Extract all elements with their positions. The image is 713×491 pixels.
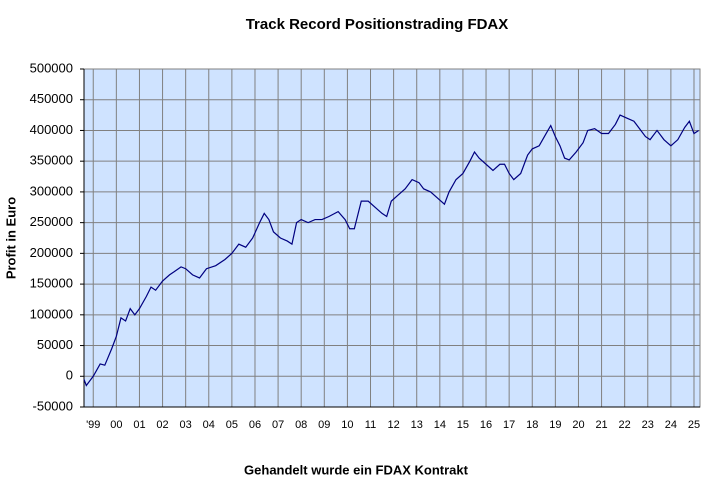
x-tick-label: 21	[595, 419, 607, 431]
y-tick-label: 0	[66, 368, 73, 383]
y-tick-label: 100000	[30, 306, 73, 321]
x-tick-label: 04	[203, 419, 215, 431]
x-tick-label: 12	[387, 419, 399, 431]
x-tick-label: 18	[526, 419, 538, 431]
x-tick-label: 06	[249, 419, 261, 431]
y-tick-label: 400000	[30, 122, 73, 137]
y-tick-label: 250000	[30, 214, 73, 229]
x-tick-label: 20	[572, 419, 584, 431]
x-tick-label: 01	[133, 419, 145, 431]
y-tick-label: -50000	[33, 398, 73, 413]
x-tick-label: 00	[110, 419, 122, 431]
x-tick-label: 15	[457, 419, 469, 431]
x-tick-label: 14	[434, 419, 446, 431]
x-axis-label: Gehandelt wurde ein FDAX Kontrakt	[244, 462, 469, 477]
x-tick-label: 23	[642, 419, 654, 431]
x-tick-label: 10	[341, 419, 353, 431]
x-tick-label: 07	[272, 419, 284, 431]
y-tick-label: 350000	[30, 153, 73, 168]
x-tick-label: 24	[665, 419, 677, 431]
y-tick-label: 500000	[30, 60, 73, 75]
x-tick-label: 25	[688, 419, 700, 431]
y-axis-label: Profit in Euro	[3, 197, 18, 279]
line-series	[83, 114, 699, 387]
x-tick-label: 03	[180, 419, 192, 431]
x-tick-label: 17	[503, 419, 515, 431]
x-tick-label: 22	[619, 419, 631, 431]
chart-title: Track Record Positionstrading FDAX	[246, 16, 509, 33]
x-tick-label: 19	[549, 419, 561, 431]
x-tick-label: 08	[295, 419, 307, 431]
x-tick-label: 13	[411, 419, 423, 431]
x-tick-label: 16	[480, 419, 492, 431]
y-tick-label: 150000	[30, 276, 73, 291]
y-tick-label: 300000	[30, 183, 73, 198]
y-tick-label: 200000	[30, 245, 73, 260]
x-tick-label: 02	[156, 419, 168, 431]
y-tick-label: 450000	[30, 91, 73, 106]
x-tick-label: 05	[226, 419, 238, 431]
y-tick-label: 50000	[37, 337, 73, 352]
x-tick-label: 09	[318, 419, 330, 431]
x-tick-label: 11	[365, 419, 376, 431]
x-tick-label: '99	[86, 419, 100, 431]
plot-area	[83, 68, 701, 408]
